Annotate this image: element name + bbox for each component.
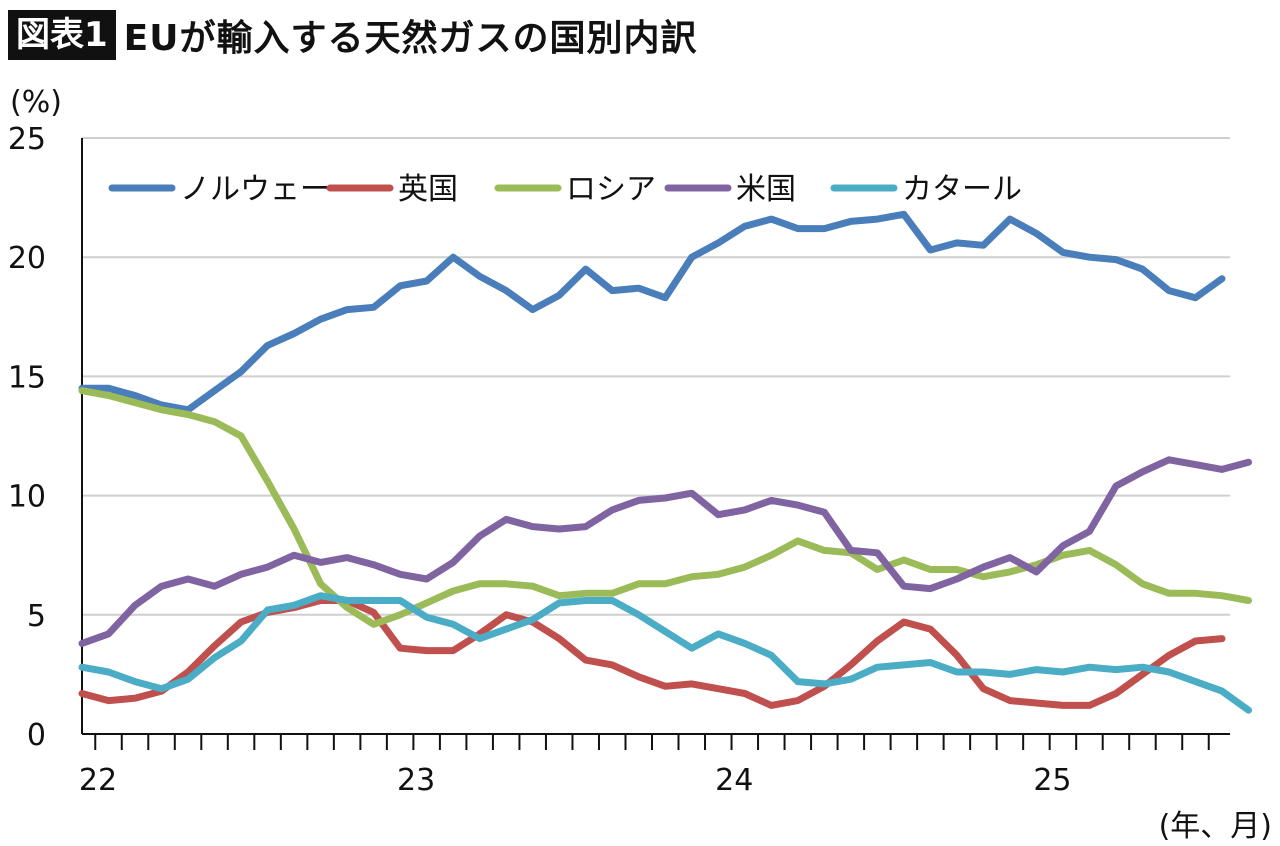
series-line-4 (78, 592, 1253, 714)
series-line-1 (78, 597, 1226, 709)
gridlines (82, 137, 1230, 616)
chart-title-text: EUが輸入する天然ガスの国別内訳 (123, 18, 698, 59)
y-axis: (%) 0 5 10 15 20 25 (8, 85, 62, 753)
y-tick-label: 15 (8, 360, 46, 395)
x-axis-label: (年、月) (1159, 809, 1272, 844)
series-lines (78, 210, 1253, 714)
chart-title: 図表1 EUが輸入する天然ガスの国別内訳 (8, 10, 698, 60)
x-tick-label: 24 (715, 763, 753, 798)
series-line-3 (78, 456, 1253, 647)
legend-label: カタール (902, 172, 1022, 207)
y-tick-label: 25 (8, 122, 46, 157)
y-tick-label: 5 (27, 599, 46, 634)
y-tick-label: 0 (27, 718, 46, 753)
x-tick-label: 25 (1033, 763, 1071, 798)
legend: ノルウェー 英国 ロシア 米国 カタール (108, 172, 1022, 207)
legend-label: ロシア (566, 172, 656, 207)
y-axis-label: (%) (10, 85, 62, 120)
x-tick-label: 22 (79, 763, 117, 798)
legend-label: ノルウェー (180, 172, 330, 207)
x-tick-label: 23 (397, 763, 435, 798)
x-axis: 22 23 24 25 (年、月) (79, 138, 1272, 844)
figure-number-tag: 図表1 (8, 10, 116, 60)
y-tick-label: 10 (8, 480, 46, 515)
y-tick-label: 20 (8, 241, 46, 276)
legend-label: 米国 (736, 172, 796, 207)
legend-label: 英国 (398, 172, 458, 207)
series-line-2 (78, 387, 1253, 628)
series-line-0 (78, 210, 1226, 414)
